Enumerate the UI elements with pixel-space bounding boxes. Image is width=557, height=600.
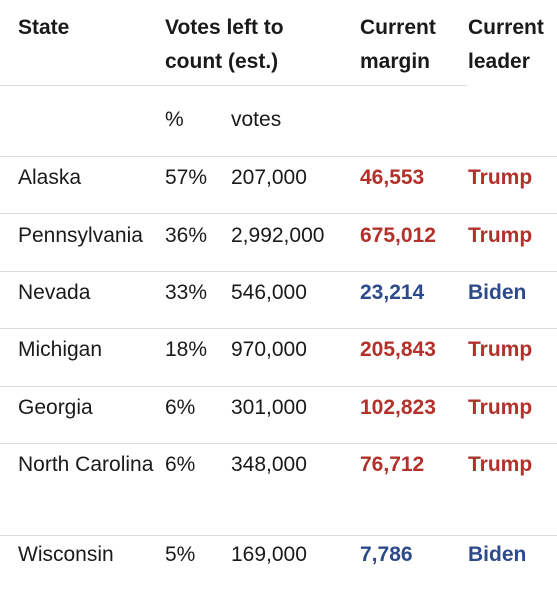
votes: 207,000 <box>231 166 307 189</box>
margin: 102,823 <box>360 396 436 419</box>
leader: Trump <box>468 224 533 247</box>
votes: 169,000 <box>231 543 307 566</box>
margin: 7,786 <box>360 543 413 566</box>
row-divider <box>0 535 557 536</box>
row-divider <box>0 213 557 214</box>
column-header: State <box>18 16 70 39</box>
percent: 6% <box>165 453 196 476</box>
margin: 675,012 <box>360 224 436 247</box>
state: Nevada <box>18 281 91 304</box>
votes: 348,000 <box>231 453 307 476</box>
column-header: Current leader <box>468 16 544 73</box>
column-header: Votes left to count (est.) <box>165 16 284 73</box>
state: Alaska <box>18 166 82 189</box>
percent: 5% <box>165 543 196 566</box>
margin: 205,843 <box>360 338 436 361</box>
leader: Trump <box>468 396 533 419</box>
row-divider <box>0 156 557 157</box>
row-divider <box>0 85 467 86</box>
leader: Trump <box>468 338 533 361</box>
margin: 76,712 <box>360 453 425 476</box>
row-divider <box>0 271 557 272</box>
row-divider <box>0 328 557 329</box>
state: Georgia <box>18 396 93 419</box>
state: Pennsylvania <box>18 224 143 247</box>
leader: Trump <box>468 166 533 189</box>
percent: 57% <box>165 166 208 189</box>
percent: 18% <box>165 338 208 361</box>
state: North Carolina <box>18 453 154 476</box>
percent: 33% <box>165 281 208 304</box>
row-divider <box>0 386 557 387</box>
margin: 46,553 <box>360 166 425 189</box>
subcolumn-header: votes <box>231 108 282 131</box>
votes: 970,000 <box>231 338 307 361</box>
row-divider <box>0 443 557 444</box>
leader: Biden <box>468 543 527 566</box>
state: Wisconsin <box>18 543 114 566</box>
votes: 2,992,000 <box>231 224 325 247</box>
leader: Biden <box>468 281 527 304</box>
state: Michigan <box>18 338 103 361</box>
votes: 546,000 <box>231 281 307 304</box>
subcolumn-header: % <box>165 108 184 131</box>
leader: Trump <box>468 453 533 476</box>
margin: 23,214 <box>360 281 425 304</box>
percent: 36% <box>165 224 208 247</box>
percent: 6% <box>165 396 196 419</box>
column-header: Current margin <box>360 16 436 73</box>
votes: 301,000 <box>231 396 307 419</box>
